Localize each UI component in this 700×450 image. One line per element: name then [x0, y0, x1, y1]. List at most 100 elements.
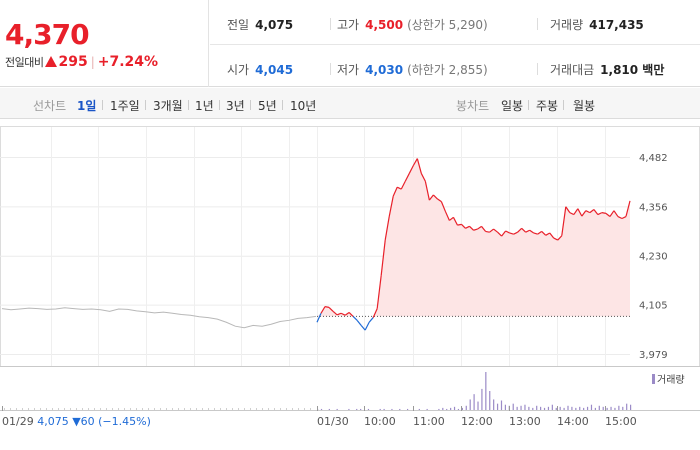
volume-bar — [446, 408, 448, 410]
volume-bar — [485, 372, 487, 410]
price-segment — [396, 186, 402, 190]
stats-divider — [210, 44, 700, 45]
volume-bar — [594, 407, 596, 410]
tab-weekly-candle[interactable]: 주봉 — [536, 99, 559, 113]
price-segment — [408, 165, 414, 174]
tab-1w[interactable]: 1주일 — [110, 99, 140, 113]
price-segment — [332, 310, 338, 316]
volume-bar — [214, 408, 215, 410]
prev-day-summary: 01/29 4,075 ▼60 (−1.45%) — [2, 415, 151, 428]
volume-bar — [496, 403, 499, 410]
volume-bar — [142, 408, 143, 410]
volume-bar — [622, 406, 624, 410]
price-segment — [573, 208, 579, 215]
price-segment — [428, 194, 434, 201]
volume-bar — [461, 407, 463, 410]
price-segment — [457, 223, 462, 226]
volume-bar — [184, 408, 185, 410]
volume-bar — [124, 408, 125, 410]
volume-bar — [418, 408, 420, 410]
volume-bar — [477, 401, 479, 410]
volume-bar — [457, 408, 460, 410]
price-segment — [529, 229, 535, 234]
volume-bar — [94, 408, 95, 410]
divider — [282, 100, 283, 110]
volume-bar — [614, 407, 616, 410]
price-segment — [625, 200, 631, 217]
stat-high: 고가 4,500 (상한가 5,290) — [337, 18, 488, 32]
volume-bar — [360, 408, 362, 410]
divider — [537, 18, 538, 30]
price-segment — [432, 194, 438, 200]
price-segment — [593, 209, 599, 215]
price-segment — [461, 223, 466, 229]
price-segment — [465, 225, 470, 229]
volume-bar — [58, 408, 59, 410]
volume-bar — [238, 408, 239, 410]
x-tick-label: 10:00 — [364, 415, 396, 428]
volume-bar — [160, 408, 161, 410]
volume-bar — [250, 408, 251, 410]
price-segment — [340, 312, 346, 316]
price-segment — [368, 317, 374, 323]
change-percent: +7.24% — [97, 54, 159, 70]
price-box: 4,370 전일대비 295 | +7.24% — [0, 0, 209, 87]
divider — [330, 63, 331, 75]
volume-bar — [602, 406, 604, 410]
volume-bar — [148, 408, 149, 410]
volume-bar — [590, 404, 593, 410]
divider — [330, 18, 331, 30]
volume-bar — [555, 407, 557, 410]
divider — [537, 63, 538, 75]
tab-3m[interactable]: 3개월 — [153, 99, 183, 113]
y-tick-label: 4,482 — [639, 153, 668, 164]
change-row: 전일대비 295 | +7.24% — [5, 54, 158, 70]
price-segment — [585, 210, 591, 214]
tab-monthly-candle[interactable]: 월봉 — [573, 99, 596, 113]
volume-bar — [10, 408, 11, 410]
price-segment — [601, 212, 607, 214]
volume-bar — [202, 408, 203, 410]
price-segment — [577, 208, 583, 217]
price-segment — [537, 230, 543, 235]
price-segment — [412, 158, 418, 166]
volume-bar — [524, 404, 526, 410]
volume-bar — [70, 408, 71, 410]
volume-bar — [383, 408, 385, 410]
price-segment — [352, 315, 358, 321]
price-segment — [404, 173, 410, 182]
divider — [219, 100, 220, 110]
price-segment — [545, 232, 551, 236]
current-price: 4,370 — [5, 18, 90, 51]
tab-10y[interactable]: 10년 — [290, 99, 317, 113]
volume-bar — [46, 408, 47, 410]
volume-bar — [543, 407, 546, 410]
price-segment — [444, 211, 450, 221]
volume-bar — [178, 408, 179, 410]
volume-bar — [298, 408, 299, 410]
x-tick-label: 01/30 — [317, 415, 349, 428]
volume-bar — [82, 408, 83, 410]
price-segment — [437, 198, 442, 203]
price-segment — [452, 217, 458, 226]
volume-bar — [536, 405, 538, 410]
volume-bar — [310, 408, 311, 410]
tab-3y[interactable]: 3년 — [226, 99, 245, 113]
volume-bars — [4, 372, 632, 410]
volume-bar — [292, 408, 293, 410]
tab-daily-candle[interactable]: 일봉 — [501, 99, 524, 113]
volume-bar — [504, 404, 506, 410]
volume-bar — [100, 408, 101, 410]
volume-bar — [489, 391, 491, 410]
tab-1y[interactable]: 1년 — [195, 99, 214, 113]
price-segment — [605, 212, 611, 218]
x-tick-label: 13:00 — [509, 415, 541, 428]
price-segment — [380, 239, 386, 276]
tab-5y[interactable]: 5년 — [258, 99, 277, 113]
stat-open: 시가 4,045 — [227, 63, 294, 77]
price-segment — [517, 227, 523, 233]
volume-bar — [112, 408, 113, 410]
volume-bar — [473, 394, 475, 410]
tab-1d[interactable]: 1일 — [77, 99, 97, 113]
volume-bar — [172, 408, 173, 410]
